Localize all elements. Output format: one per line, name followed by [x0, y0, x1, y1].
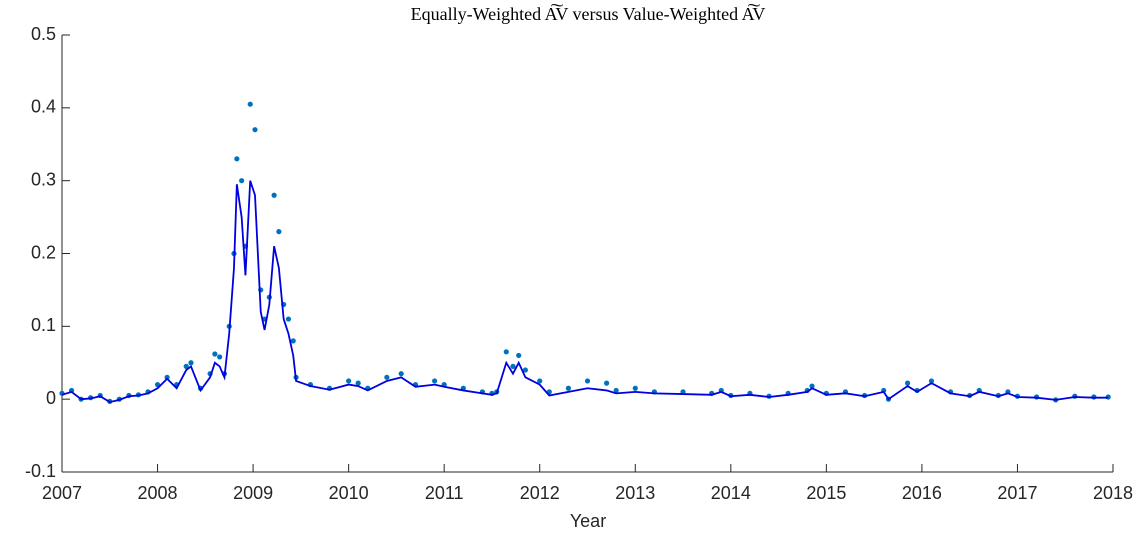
x-tick-label: 2017	[997, 483, 1037, 503]
y-tick-label: 0.4	[31, 97, 56, 117]
x-tick-label: 2013	[615, 483, 655, 503]
data-point	[632, 385, 638, 391]
data-point	[217, 354, 223, 360]
data-point	[565, 385, 571, 391]
data-point	[188, 360, 194, 366]
chart-title: Equally-Weighted A͠V versus Value-Weight…	[411, 4, 766, 24]
data-point	[584, 378, 591, 384]
y-tick-label: 0.1	[31, 315, 56, 335]
data-point	[432, 378, 438, 384]
data-point	[537, 378, 543, 384]
data-point	[398, 371, 404, 377]
data-point	[516, 352, 522, 359]
x-axis-label: Year	[570, 511, 606, 531]
x-tick-label: 2009	[233, 483, 273, 503]
x-tick-label: 2014	[711, 483, 751, 503]
x-tick-label: 2010	[329, 483, 369, 503]
data-point	[522, 367, 528, 373]
data-point	[355, 380, 361, 386]
data-point	[384, 374, 390, 380]
y-tick-label: 0	[46, 388, 56, 408]
data-point	[285, 316, 292, 322]
data-point	[809, 383, 815, 389]
x-tick-label: 2015	[806, 483, 846, 503]
data-point	[247, 101, 253, 107]
data-point	[183, 363, 189, 369]
data-point	[510, 363, 516, 369]
data-point	[904, 380, 911, 386]
x-tick-label: 2007	[42, 483, 82, 503]
data-line	[61, 180, 1109, 404]
data-point	[613, 387, 619, 394]
data-point	[164, 374, 170, 380]
data-point	[252, 127, 258, 133]
data-point	[239, 178, 245, 184]
y-tick-label: 0.2	[31, 242, 56, 262]
data-point	[276, 229, 282, 235]
data-point	[928, 378, 935, 384]
x-tick-label: 2011	[425, 483, 464, 503]
x-tick-label: 2008	[138, 483, 178, 503]
x-tick-label: 2016	[902, 483, 942, 503]
y-tick-label: 0.3	[31, 169, 56, 189]
data-point	[271, 192, 277, 198]
x-tick-label: 2012	[520, 483, 560, 503]
y-tick-label: -0.1	[25, 461, 56, 481]
data-point	[503, 349, 509, 355]
y-tick-label: 0.5	[31, 24, 56, 44]
data-point	[212, 351, 218, 357]
data-point	[346, 378, 352, 384]
data-point	[234, 156, 240, 162]
data-point	[290, 338, 296, 344]
data-point	[604, 380, 610, 386]
x-tick-label: 2018	[1093, 483, 1133, 503]
